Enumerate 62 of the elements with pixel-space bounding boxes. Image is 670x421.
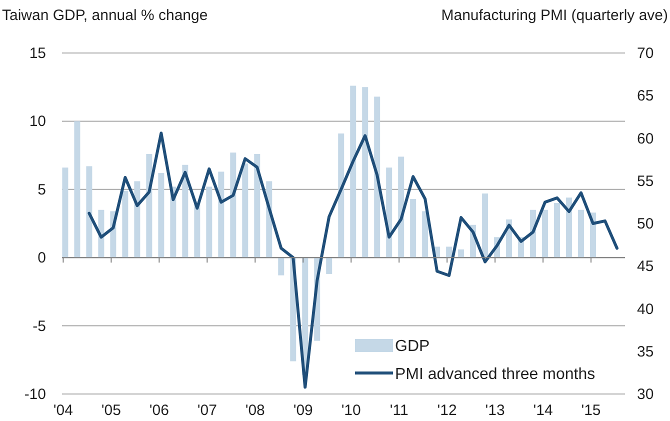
y2-tick-label: 70 — [637, 45, 654, 62]
x-tick-label: '06 — [149, 402, 169, 419]
bar — [326, 258, 332, 274]
x-tick-label: '13 — [485, 402, 505, 419]
bar — [158, 173, 164, 258]
x-tick-label: '05 — [101, 402, 121, 419]
x-tick-label: '10 — [341, 402, 361, 419]
y2-tick-label: 45 — [637, 258, 654, 276]
bar — [398, 156, 404, 258]
y2-tick-label: 30 — [637, 386, 654, 403]
bar — [194, 203, 200, 258]
bar — [482, 193, 488, 258]
bar — [134, 181, 140, 258]
bar — [446, 246, 452, 258]
bar — [122, 190, 128, 258]
x-tick-label: '08 — [245, 402, 265, 419]
bar — [338, 133, 344, 258]
y2-tick-label: 60 — [637, 130, 654, 148]
bar — [350, 86, 356, 258]
y-tick-label: -10 — [24, 386, 46, 403]
y2-tick-label: 55 — [637, 172, 654, 190]
bar — [578, 210, 584, 258]
bar — [422, 211, 428, 258]
bar — [566, 198, 572, 258]
legend-label: PMI advanced three months — [395, 366, 596, 383]
x-tick-label: '12 — [437, 402, 457, 419]
y-tick-label: 5 — [38, 181, 46, 198]
bar — [254, 154, 260, 258]
bar — [458, 249, 464, 258]
bar — [542, 210, 548, 258]
line-series — [88, 132, 618, 389]
bar — [62, 168, 68, 258]
bar — [410, 198, 416, 258]
bar — [278, 258, 284, 276]
y2-tick-label: 65 — [637, 88, 654, 105]
x-tick-label: '04 — [53, 402, 73, 419]
bar — [74, 121, 80, 258]
x-tick-label: '14 — [533, 402, 553, 419]
y2-tick-label: 50 — [637, 216, 654, 232]
y-tick-label: 0 — [38, 250, 46, 267]
bar — [218, 172, 224, 258]
legend-label: GDP — [395, 338, 430, 355]
y-axis-title: Taiwan GDP, annual % change — [2, 7, 208, 24]
x-tick-label: '11 — [390, 402, 408, 419]
bar — [554, 203, 560, 258]
y2-tick-label: 35 — [637, 343, 654, 360]
bar — [362, 87, 368, 258]
bar — [182, 164, 188, 258]
x-tick-label: '15 — [581, 402, 601, 419]
bar — [146, 154, 152, 258]
x-tick-label: '07 — [197, 402, 217, 419]
y2-tick-label: 40 — [637, 300, 654, 318]
y-tick-label: -5 — [32, 318, 46, 335]
bar — [230, 152, 236, 258]
bar — [206, 186, 212, 258]
bar — [374, 96, 380, 258]
y-tick-label: 10 — [29, 113, 46, 130]
x-tick-label: '09 — [293, 402, 313, 419]
bar — [86, 166, 92, 258]
y-tick-label: 15 — [29, 45, 46, 62]
bar — [242, 163, 248, 258]
y2-axis-title: Manufacturing PMI (quarterly ave) — [441, 7, 668, 24]
